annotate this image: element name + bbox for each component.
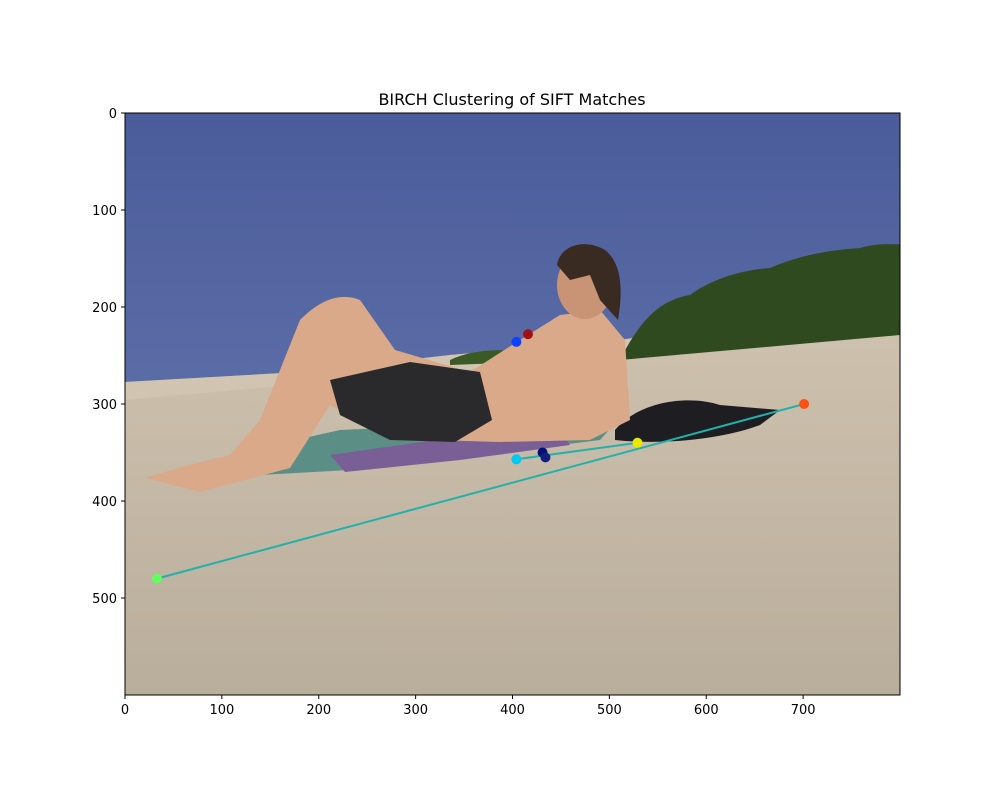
x-tick-label: 500	[597, 703, 622, 718]
keypoint-marker	[632, 437, 643, 448]
x-tick-label: 0	[121, 703, 129, 718]
x-tick-label: 400	[500, 703, 525, 718]
y-tick-label: 100	[92, 204, 117, 219]
chart-title: BIRCH Clustering of SIFT Matches	[378, 90, 645, 109]
y-axis: 0 100 200 300 400 500	[92, 107, 125, 607]
x-axis: 0 100 200 300 400 500 600 700	[121, 695, 816, 718]
y-tick-label: 500	[92, 592, 117, 607]
x-tick-label: 700	[791, 703, 816, 718]
keypoint-marker	[799, 399, 810, 409]
match-overlay	[151, 329, 810, 584]
keypoint-marker	[511, 336, 522, 347]
keypoint-marker	[151, 573, 162, 584]
keypoint-marker	[540, 452, 551, 463]
y-tick-label: 200	[92, 301, 117, 316]
x-tick-label: 300	[403, 703, 428, 718]
keypoint-marker	[511, 454, 522, 465]
x-tick-label: 200	[306, 703, 331, 718]
y-tick-label: 300	[92, 398, 117, 413]
x-tick-label: 600	[694, 703, 719, 718]
keypoint-marker	[523, 329, 533, 340]
y-tick-label: 0	[109, 107, 117, 122]
x-tick-label: 100	[209, 703, 234, 718]
y-tick-label: 400	[92, 495, 117, 510]
match-line	[516, 441, 638, 461]
match-line	[156, 403, 805, 580]
beach-photo	[125, 113, 900, 695]
